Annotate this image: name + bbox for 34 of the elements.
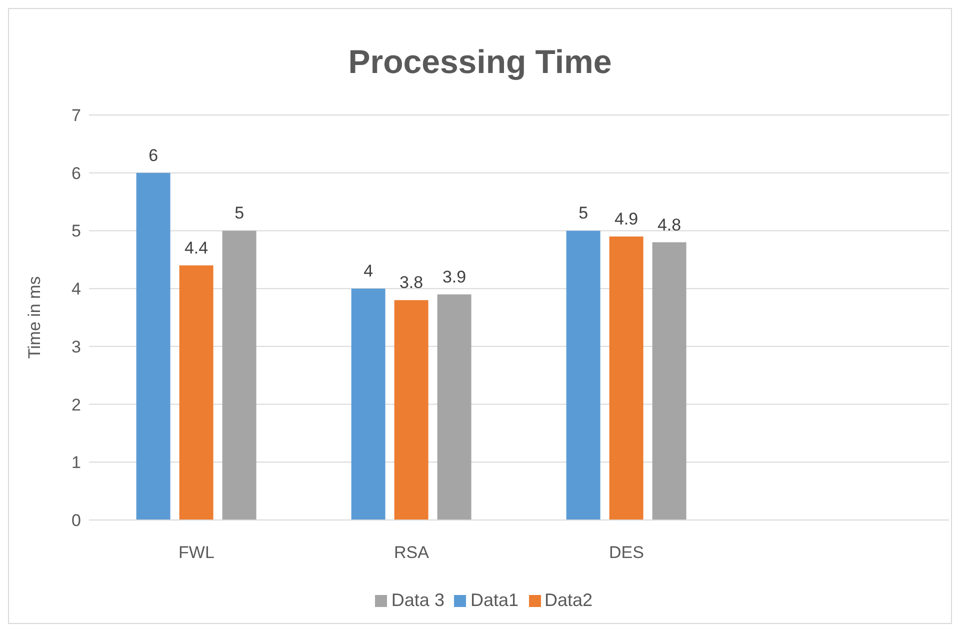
- y-tick-label: 1: [72, 453, 81, 472]
- bar: [609, 236, 644, 520]
- data-label: 3.9: [442, 267, 466, 286]
- bar: [136, 172, 170, 520]
- bar: [351, 288, 386, 520]
- chart-title: Processing Time: [347, 42, 613, 82]
- data-label: 4.8: [657, 215, 682, 234]
- legend-label: Data1: [470, 590, 519, 610]
- y-tick-label: 0: [72, 511, 81, 530]
- y-tick-label: 3: [72, 337, 81, 356]
- legend-label: Data 3: [391, 590, 444, 610]
- bar: [222, 230, 256, 520]
- data-label: 3.8: [399, 273, 424, 292]
- data-label: 5: [234, 204, 244, 223]
- y-tick-label: 6: [72, 164, 81, 183]
- y-tick-label: 5: [72, 222, 81, 241]
- legend-label: Data2: [544, 590, 593, 610]
- x-tick-label: RSA: [394, 543, 430, 562]
- data-label: 6: [148, 146, 158, 165]
- x-tick-label: FWL: [178, 543, 214, 562]
- bar: [437, 294, 472, 520]
- bar: [179, 265, 214, 520]
- y-tick-label: 7: [72, 106, 81, 126]
- bar: [394, 300, 428, 520]
- data-label: 4: [364, 262, 374, 281]
- data-label: 5: [578, 204, 588, 223]
- x-tick-label: DES: [609, 543, 644, 562]
- bar: [566, 230, 600, 520]
- bar: [652, 242, 686, 520]
- data-label: 4.4: [184, 238, 208, 258]
- y-tick-label: 2: [72, 395, 81, 414]
- y-tick-label: 4: [72, 280, 81, 299]
- data-label: 4.9: [614, 210, 638, 228]
- y-axis-title: Time in ms: [25, 276, 44, 359]
